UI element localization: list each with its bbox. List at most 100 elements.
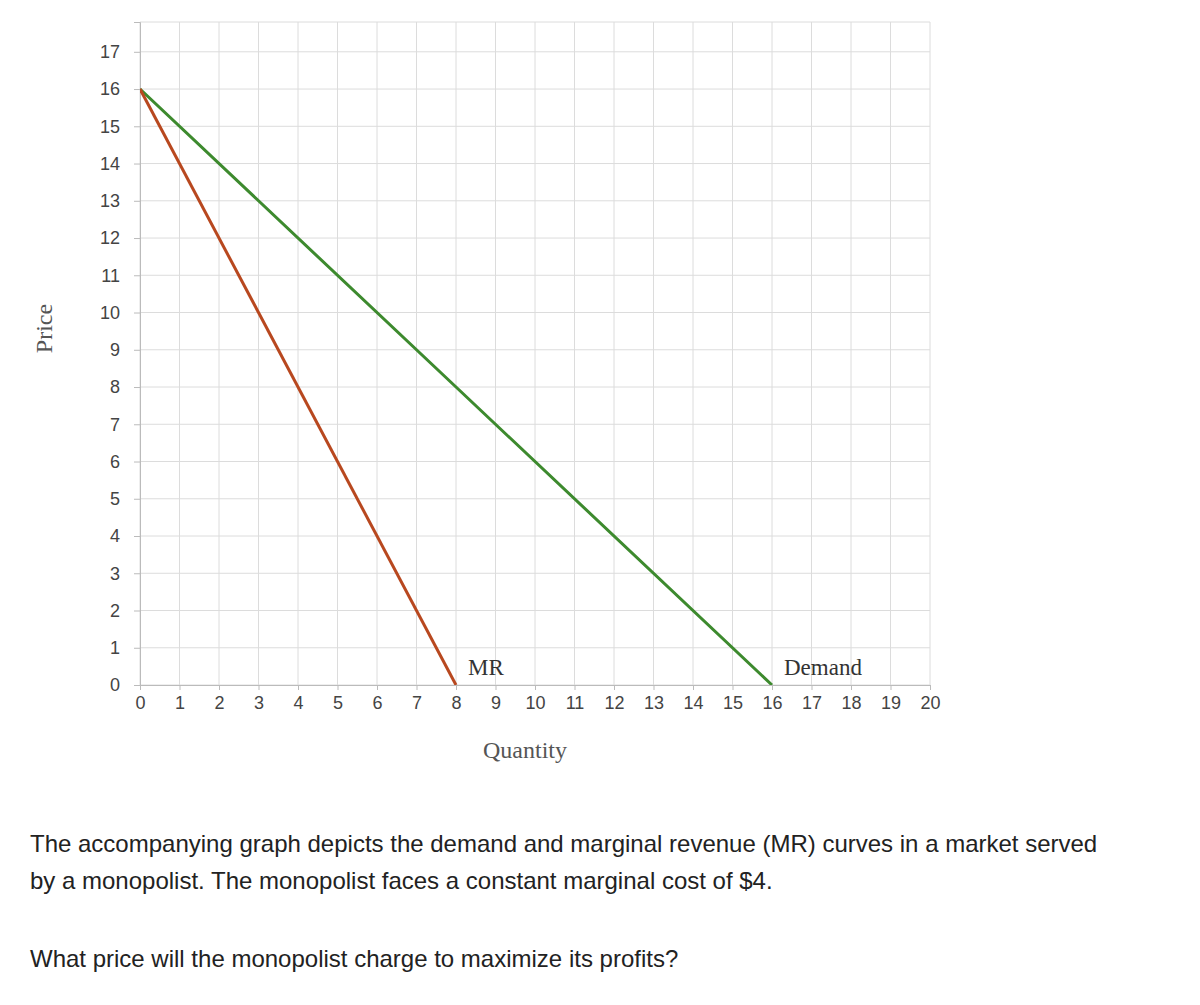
y-tick-label: 17 bbox=[100, 42, 120, 62]
grid-line-y bbox=[140, 238, 930, 239]
y-tick: 5 bbox=[110, 489, 140, 509]
x-tick: 8 bbox=[451, 685, 461, 713]
grid-line-x bbox=[258, 22, 259, 685]
x-tick-label: 1 bbox=[175, 693, 185, 713]
grid-line-x bbox=[219, 22, 220, 685]
x-tick-mark bbox=[851, 685, 852, 690]
x-tick-label: 7 bbox=[412, 693, 422, 713]
grid-line-x bbox=[298, 22, 299, 685]
x-tick: 15 bbox=[723, 685, 743, 713]
y-tick-mark bbox=[134, 350, 140, 351]
x-tick-label: 15 bbox=[723, 693, 743, 713]
y-tick-label: 15 bbox=[100, 117, 120, 137]
y-tick-label: 4 bbox=[110, 526, 120, 546]
y-tick: 1 bbox=[110, 638, 140, 658]
x-tick: 6 bbox=[372, 685, 382, 713]
y-tick-mark bbox=[134, 611, 140, 612]
grid-line-y bbox=[140, 89, 930, 90]
y-tick-label: 13 bbox=[100, 191, 120, 211]
x-tick: 4 bbox=[293, 685, 303, 713]
x-tick-mark bbox=[772, 685, 773, 690]
y-tick-mark bbox=[134, 126, 140, 127]
x-tick: 16 bbox=[762, 685, 782, 713]
grid bbox=[140, 22, 930, 685]
y-tick-label: 2 bbox=[110, 601, 120, 621]
y-tick-label: 3 bbox=[110, 564, 120, 584]
x-tick-label: 3 bbox=[254, 693, 264, 713]
y-tick-label: 5 bbox=[110, 489, 120, 509]
x-tick: 17 bbox=[802, 685, 822, 713]
x-axis-line bbox=[141, 686, 931, 691]
x-tick-mark bbox=[535, 685, 536, 690]
grid-line-x bbox=[811, 22, 812, 685]
grid-line-y bbox=[140, 498, 930, 499]
x-tick-label: 6 bbox=[372, 693, 382, 713]
grid-line-x bbox=[653, 22, 654, 685]
x-tick-label: 16 bbox=[762, 693, 782, 713]
x-tick: 18 bbox=[841, 685, 861, 713]
x-tick: 11 bbox=[566, 685, 585, 713]
x-axis-title: Quantity bbox=[483, 737, 567, 763]
y-tick-mark bbox=[134, 275, 140, 276]
y-tick-label: 6 bbox=[110, 452, 120, 472]
x-tick-label: 0 bbox=[135, 693, 145, 713]
x-tick-label: 17 bbox=[802, 693, 822, 713]
x-tick: 5 bbox=[333, 685, 343, 713]
grid-line-x bbox=[772, 22, 773, 685]
x-tick-mark bbox=[219, 685, 220, 690]
y-tick-mark bbox=[134, 499, 140, 500]
series-labels: DemandMR bbox=[468, 655, 862, 680]
y-tick-label: 0 bbox=[110, 675, 120, 695]
x-tick: 13 bbox=[644, 685, 664, 713]
y-tick: 6 bbox=[110, 452, 140, 472]
grid-line-y bbox=[140, 647, 930, 648]
x-axis: 01234567891011121314151617181920 bbox=[135, 685, 940, 713]
x-tick-mark bbox=[456, 685, 457, 690]
x-tick-mark bbox=[377, 685, 378, 690]
y-tick: 14 bbox=[100, 154, 140, 174]
grid-line-y bbox=[140, 51, 930, 52]
x-tick-mark bbox=[891, 685, 892, 690]
paragraph: The accompanying graph depicts the deman… bbox=[30, 825, 1120, 899]
y-tick: 2 bbox=[110, 601, 140, 621]
x-tick-mark bbox=[614, 685, 615, 690]
grid-line-y bbox=[140, 275, 930, 276]
y-tick: 0 bbox=[110, 675, 140, 695]
x-tick: 19 bbox=[881, 685, 901, 713]
y-tick-label: 16 bbox=[100, 79, 120, 99]
x-tick-mark bbox=[338, 685, 339, 690]
grid-line-x bbox=[890, 22, 891, 685]
x-tick: 9 bbox=[491, 685, 501, 713]
y-tick-mark bbox=[134, 536, 140, 537]
x-tick-label: 12 bbox=[604, 693, 624, 713]
x-tick: 2 bbox=[214, 685, 224, 713]
grid-line-x bbox=[179, 22, 180, 685]
y-axis-line bbox=[134, 23, 141, 686]
y-tick: 9 bbox=[110, 340, 140, 360]
y-tick-mark bbox=[134, 201, 140, 202]
x-tick: 1 bbox=[175, 685, 185, 713]
y-tick-label: 10 bbox=[100, 303, 120, 323]
x-tick-label: 13 bbox=[644, 693, 664, 713]
grid-line-x bbox=[930, 22, 931, 685]
y-tick-mark bbox=[134, 89, 140, 90]
y-tick-mark bbox=[134, 164, 140, 165]
paragraph: What price will the monopolist charge to… bbox=[30, 940, 1120, 977]
x-tick-mark bbox=[417, 685, 418, 690]
x-tick: 12 bbox=[604, 685, 624, 713]
y-tick-mark bbox=[134, 52, 140, 53]
x-tick: 7 bbox=[412, 685, 422, 713]
y-axis: 01234567891011121314151617 bbox=[100, 23, 141, 696]
y-tick-mark bbox=[134, 462, 140, 463]
grid-line-x bbox=[456, 22, 457, 685]
x-tick-mark bbox=[298, 685, 299, 690]
grid-line-x bbox=[574, 22, 575, 685]
x-tick-mark bbox=[733, 685, 734, 690]
series-label: Demand bbox=[784, 655, 862, 680]
y-tick: 4 bbox=[110, 526, 140, 546]
x-tick-mark bbox=[496, 685, 497, 690]
x-tick-label: 8 bbox=[451, 693, 461, 713]
y-tick-label: 1 bbox=[110, 638, 120, 658]
grid-line-x bbox=[337, 22, 338, 685]
grid-line-x bbox=[732, 22, 733, 685]
